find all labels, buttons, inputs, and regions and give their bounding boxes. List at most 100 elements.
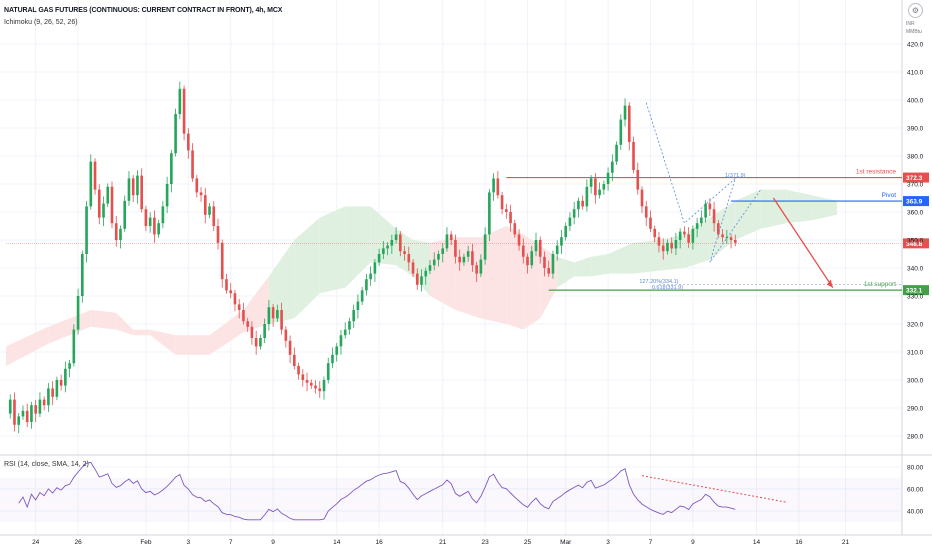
candle-body: [51, 388, 54, 397]
candle-body: [203, 195, 207, 215]
candle-body: [191, 150, 194, 179]
rsi-tick-label: 80.00: [907, 464, 924, 471]
cloud-segment: [633, 240, 659, 274]
candle-body: [505, 209, 508, 212]
price-tag: [903, 196, 929, 207]
candle-body: [390, 240, 394, 246]
time-tick-label: 3: [187, 539, 191, 546]
candles: [8, 81, 737, 434]
price-tick-label: 340.0: [907, 266, 924, 273]
candle-body: [187, 133, 190, 151]
candle-body: [140, 175, 143, 210]
candle-body: [526, 256, 529, 266]
candle-body: [585, 186, 589, 207]
time-tick-label: 9: [271, 539, 275, 546]
candle-body: [636, 170, 640, 190]
cloud-segment: [557, 256, 575, 288]
candle-body: [649, 217, 652, 229]
candle-body: [30, 405, 33, 422]
price-tick-label: 280.0: [907, 434, 924, 441]
pivot-label: Pivot: [882, 192, 897, 199]
candle-body: [17, 416, 21, 425]
time-axis[interactable]: 24 26 Feb 3 7 9 14 16 21 23 25 Mar 3 7 9 14 16 21: [32, 539, 849, 546]
cloud-segment: [370, 206, 397, 266]
candle-body: [399, 234, 402, 252]
cloud-segment: [574, 256, 592, 277]
candle-body: [178, 88, 182, 114]
time-tick-label: Mar: [560, 539, 572, 546]
candle-body: [725, 237, 729, 239]
candle-body: [318, 388, 322, 392]
candle-body: [407, 254, 411, 263]
candle-body: [445, 234, 449, 249]
candle-body: [81, 254, 84, 296]
candle-body: [157, 223, 160, 235]
candle-body: [382, 248, 385, 254]
candle-body: [670, 242, 673, 249]
candle-body: [428, 265, 432, 271]
candle-body: [475, 265, 478, 274]
candle-body: [538, 240, 542, 257]
rsi-legend[interactable]: RSI (14, close, SMA, 14, 2): [4, 461, 89, 468]
candle-body: [534, 240, 538, 252]
cloud-segment: [480, 226, 507, 324]
candle-body: [708, 203, 712, 210]
price-levels: 372.3 363.9 332.1 348.8: [6, 172, 929, 296]
candle-body: [471, 251, 474, 266]
price-tick-label: 330.0: [907, 294, 924, 301]
candle-body: [564, 226, 567, 238]
ichimoku-cloud: [6, 189, 838, 366]
candle-body: [343, 329, 347, 336]
price-tag: [903, 172, 929, 183]
settings-icon[interactable]: ⚙: [908, 3, 923, 18]
candle-body: [530, 251, 534, 266]
price-tick-label: 370.0: [907, 182, 924, 189]
time-tick-label: 24: [32, 539, 40, 546]
candle-body: [271, 307, 275, 319]
price-tick-label: 300.0: [907, 378, 924, 385]
rsi-pane: 40.00 60.00 80.00: [0, 461, 924, 522]
candle-body: [216, 226, 220, 243]
candle-body: [212, 206, 216, 226]
cloud-segment: [506, 226, 524, 330]
candle-body: [148, 217, 152, 226]
candle-body: [114, 223, 118, 240]
time-tick-label: 16: [795, 539, 803, 546]
candle-body: [68, 363, 71, 369]
fib-label: 0.618(331.9): [652, 285, 683, 291]
cloud-segment: [90, 310, 117, 330]
candle-body: [483, 234, 487, 260]
candle-body: [288, 340, 292, 355]
candle-body: [521, 245, 525, 257]
price-tick-label: 420.0: [907, 42, 924, 49]
candle-body: [458, 256, 461, 263]
candle-body: [85, 206, 88, 254]
currency-label: INR: [906, 21, 915, 27]
candle-body: [420, 276, 423, 285]
candle-body: [577, 200, 580, 210]
rsi-tick-label: 40.00: [907, 508, 924, 515]
rsi-divergence-line: [641, 475, 787, 503]
fib-swing-line: [645, 102, 762, 263]
candle-body: [449, 234, 453, 240]
candle-body: [640, 189, 644, 207]
cloud-segment: [811, 195, 838, 221]
price-axis[interactable]: 280.0 290.0 300.0 310.0 320.0 330.0 340.0 350.0…: [907, 42, 924, 441]
candle-body: [606, 172, 610, 184]
candle-body: [496, 178, 500, 196]
candle-body: [144, 209, 148, 226]
cloud-segment: [591, 254, 609, 277]
candle-body: [432, 259, 436, 266]
candle-body: [517, 234, 521, 246]
candle-body: [102, 203, 105, 218]
cloud-segment: [684, 217, 710, 268]
ichimoku-legend[interactable]: Ichimoku (9, 26, 52, 26): [4, 19, 78, 26]
price-tick-label: 310.0: [907, 350, 924, 357]
candle-body: [55, 380, 59, 397]
time-tick-label: 23: [482, 539, 490, 546]
candle-body: [365, 279, 368, 291]
candle-body: [466, 251, 470, 257]
candle-body: [314, 385, 317, 389]
candle-body: [500, 195, 504, 210]
